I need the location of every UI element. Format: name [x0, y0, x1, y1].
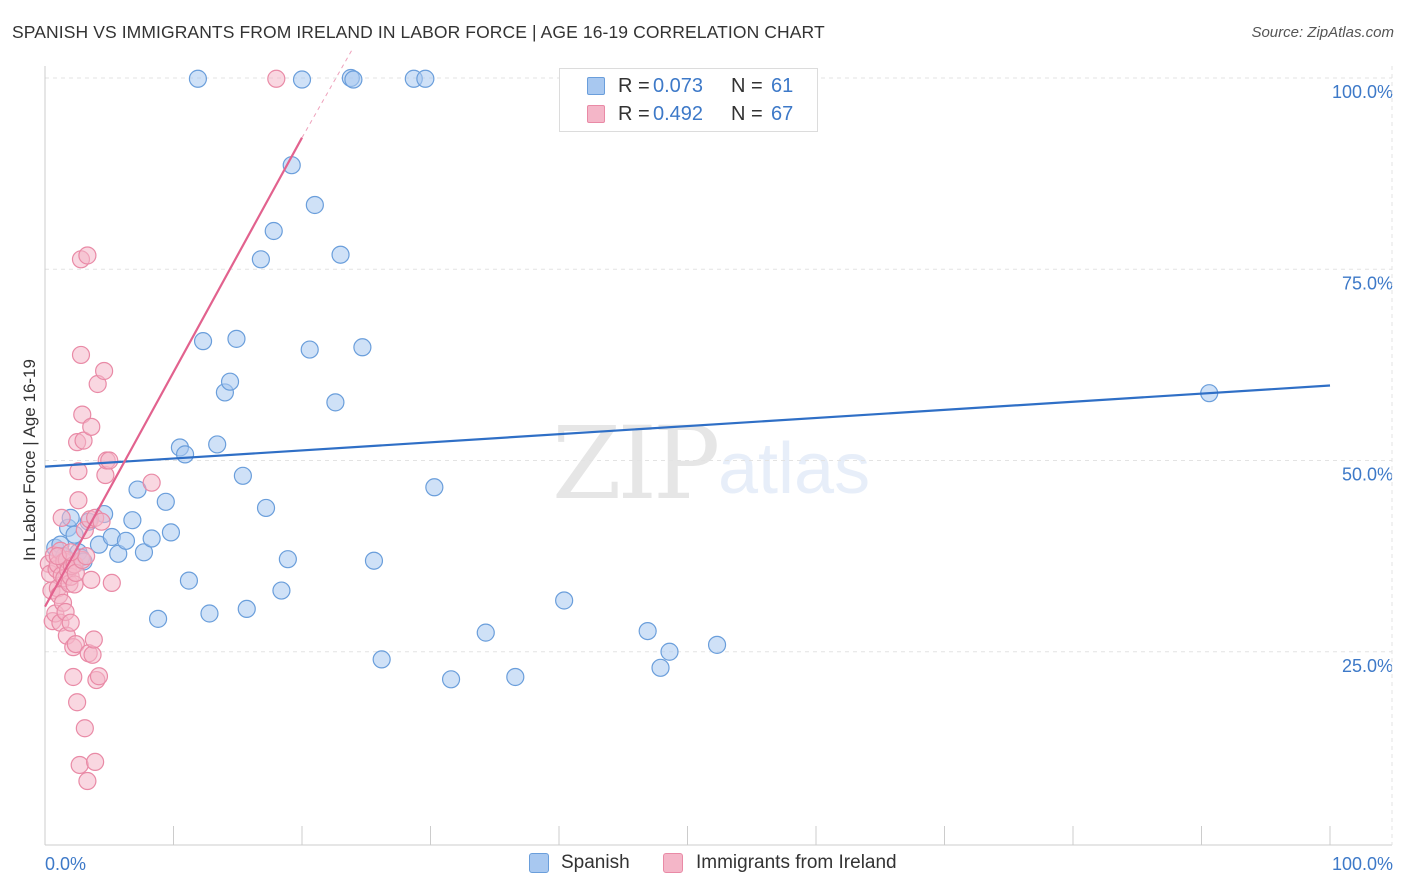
ireland-point [78, 246, 97, 265]
bottom-legend-spanish: Spanish [561, 852, 630, 873]
legend-r-label: R = [618, 102, 650, 125]
watermark-zip: ZIP [552, 405, 720, 522]
spanish-point [292, 70, 312, 89]
spanish-point [156, 492, 175, 511]
x-tick-label-min: 0.0% [45, 854, 86, 874]
spanish-point [651, 658, 670, 677]
spanish-point [441, 670, 461, 689]
spanish-point [331, 245, 350, 264]
spanish-point [300, 340, 319, 359]
spanish-point [251, 250, 270, 269]
ireland-point [69, 491, 88, 510]
spanish-point [264, 221, 283, 241]
ireland-point [78, 771, 97, 791]
x-tick-label-max: 100.0% [1332, 854, 1393, 874]
ireland-point [70, 755, 89, 775]
legend-n-value: 61 [771, 74, 794, 97]
spanish-point [233, 466, 252, 485]
ireland-point [68, 693, 87, 712]
chart-title: SPANISH VS IMMIGRANTS FROM IRELAND IN LA… [12, 22, 825, 42]
legend-n-value: 67 [771, 102, 794, 125]
bottom-legend-ireland: Immigrants from Ireland [696, 852, 897, 873]
ireland-trendline [44, 137, 303, 608]
spanish-point [116, 531, 136, 550]
spanish-point [123, 511, 142, 530]
watermark-atlas: atlas [718, 429, 871, 509]
ireland-point [95, 361, 114, 381]
ireland-point [82, 417, 101, 436]
legend-r-value: 0.492 [653, 102, 704, 125]
spanish-point [179, 571, 199, 590]
ireland-point [69, 462, 88, 481]
y-tick-label: 100.0% [1332, 82, 1393, 102]
ireland-trendline-extension [301, 47, 354, 138]
spanish-point [208, 435, 227, 454]
ireland-point [77, 547, 96, 566]
ireland-point [74, 431, 93, 450]
ireland-point [52, 508, 71, 527]
ireland-point [102, 573, 121, 593]
y-tick-label: 25.0% [1342, 656, 1393, 676]
ireland-point [267, 69, 286, 88]
legend-swatch-ireland [587, 105, 605, 123]
spanish-point [476, 623, 495, 642]
y-tick-label: 50.0% [1342, 465, 1393, 485]
spanish-point [272, 581, 291, 600]
spanish-point [161, 523, 181, 542]
y-tick-label: 75.0% [1342, 273, 1393, 293]
ireland-point [83, 645, 102, 664]
spanish-point [506, 667, 525, 687]
spanish-point [305, 195, 324, 215]
bottom-legend-swatch-ireland [663, 853, 683, 873]
source-label: Source: ZipAtlas.com [1251, 24, 1394, 41]
ireland-point [142, 473, 161, 492]
spanish-point [344, 70, 363, 89]
ireland-point [71, 345, 91, 365]
spanish-point [372, 650, 391, 669]
ireland-point [82, 570, 101, 589]
spanish-point [148, 609, 168, 628]
spanish-point [353, 338, 372, 357]
legend-r-label: R = [618, 74, 650, 97]
spanish-point [364, 551, 384, 570]
spanish-point [278, 550, 297, 569]
spanish-point [638, 621, 657, 641]
ireland-point [100, 451, 119, 470]
bottom-legend-swatch-spanish [529, 853, 549, 873]
spanish-point [237, 599, 256, 619]
spanish-trendline [44, 384, 1331, 468]
legend-swatch-spanish [587, 77, 605, 95]
ireland-point [61, 613, 80, 632]
ireland-point [75, 719, 94, 738]
legend-n-label: N = [731, 74, 763, 97]
ireland-point [66, 634, 85, 654]
spanish-point [220, 372, 240, 391]
ireland-point [86, 752, 105, 772]
ireland-point [73, 405, 92, 424]
spanish-point [134, 543, 154, 562]
legend-n-label: N = [731, 102, 763, 125]
ireland-point [64, 667, 83, 687]
spanish-point [425, 478, 444, 497]
ireland-point [92, 512, 111, 531]
spanish-point [227, 329, 246, 348]
spanish-point [707, 635, 727, 654]
spanish-point [326, 393, 345, 412]
stats-legend: R = 0.073 N = 61 R = 0.492 N = 67 [559, 68, 818, 132]
spanish-point [555, 591, 574, 610]
spanish-point [175, 445, 195, 464]
spanish-point [200, 604, 219, 623]
spanish-point [256, 498, 276, 518]
legend-r-value: 0.073 [653, 74, 704, 97]
ireland-point [84, 630, 103, 649]
spanish-point [193, 332, 213, 351]
spanish-point [660, 642, 679, 661]
ireland-point [89, 667, 109, 686]
spanish-point [416, 69, 435, 88]
spanish-point [142, 529, 161, 548]
spanish-point [188, 69, 208, 88]
